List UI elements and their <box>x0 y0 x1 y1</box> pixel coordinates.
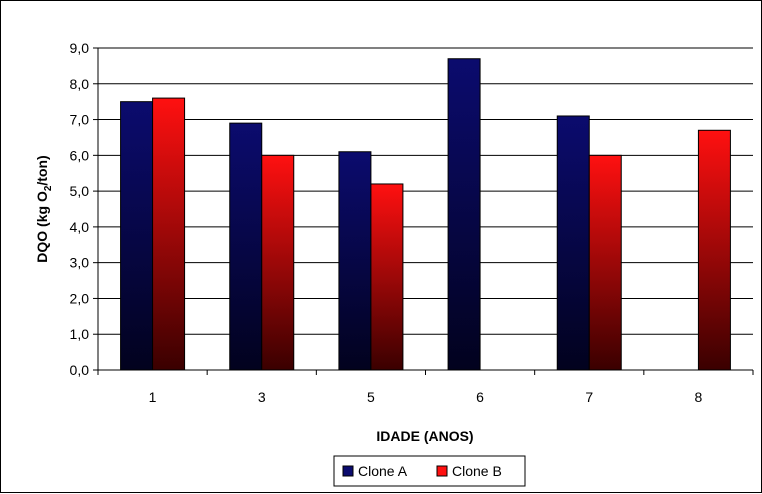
x-axis-title: IDADE (ANOS) <box>376 428 473 444</box>
x-tick-label: 5 <box>367 389 375 405</box>
legend-label-clone-b: Clone B <box>452 463 502 479</box>
bar-clone-a <box>120 101 154 371</box>
x-tick-labels: 1 3 5 6 7 8 <box>149 389 703 405</box>
bars <box>120 58 731 371</box>
legend-swatch-clone-b <box>436 465 448 477</box>
bar-clone-a <box>447 58 481 371</box>
y-tick-label: 7,0 <box>70 112 90 128</box>
legend-box <box>333 455 526 487</box>
bar-clone-b <box>370 183 404 371</box>
bar-clone-a <box>338 151 372 371</box>
x-tick-label: 6 <box>476 389 484 405</box>
x-tick-label: 8 <box>695 389 703 405</box>
gridlines <box>98 47 753 335</box>
y-tick-label: 0,0 <box>70 362 90 378</box>
y-tick-label: 4,0 <box>70 219 90 235</box>
bar-clone-a <box>229 122 263 371</box>
y-tick-label: 3,0 <box>70 255 90 271</box>
y-tick-label: 1,0 <box>70 326 90 342</box>
y-tick-labels: 0,0 1,0 2,0 3,0 4,0 5,0 6,0 7,0 8,0 9,0 <box>70 40 90 378</box>
y-tick-label: 8,0 <box>70 76 90 92</box>
x-tick-label: 7 <box>585 389 593 405</box>
axes <box>93 47 754 375</box>
y-axis-title: DQO (kg O2/ton) <box>34 155 54 262</box>
legend: Clone A Clone B <box>333 455 526 487</box>
x-tick-label: 1 <box>149 389 157 405</box>
legend-label-clone-a: Clone A <box>358 463 408 479</box>
y-tick-label: 9,0 <box>70 40 90 56</box>
y-tick-label: 6,0 <box>70 147 90 163</box>
y-axis-title-prefix: DQO (kg O <box>34 191 50 263</box>
y-axis-title-suffix: /ton) <box>34 155 50 185</box>
bar-clone-b <box>697 129 731 371</box>
bar-clone-b <box>261 154 295 371</box>
legend-swatch-clone-a <box>342 465 354 477</box>
x-tick-label: 3 <box>258 389 266 405</box>
bar-clone-a <box>556 115 590 371</box>
y-axis-title-subscript: 2 <box>43 185 54 191</box>
bar-clone-b <box>588 154 622 371</box>
y-tick-label: 2,0 <box>70 290 90 306</box>
y-tick-label: 5,0 <box>70 183 90 199</box>
bar-clone-b <box>152 97 186 371</box>
